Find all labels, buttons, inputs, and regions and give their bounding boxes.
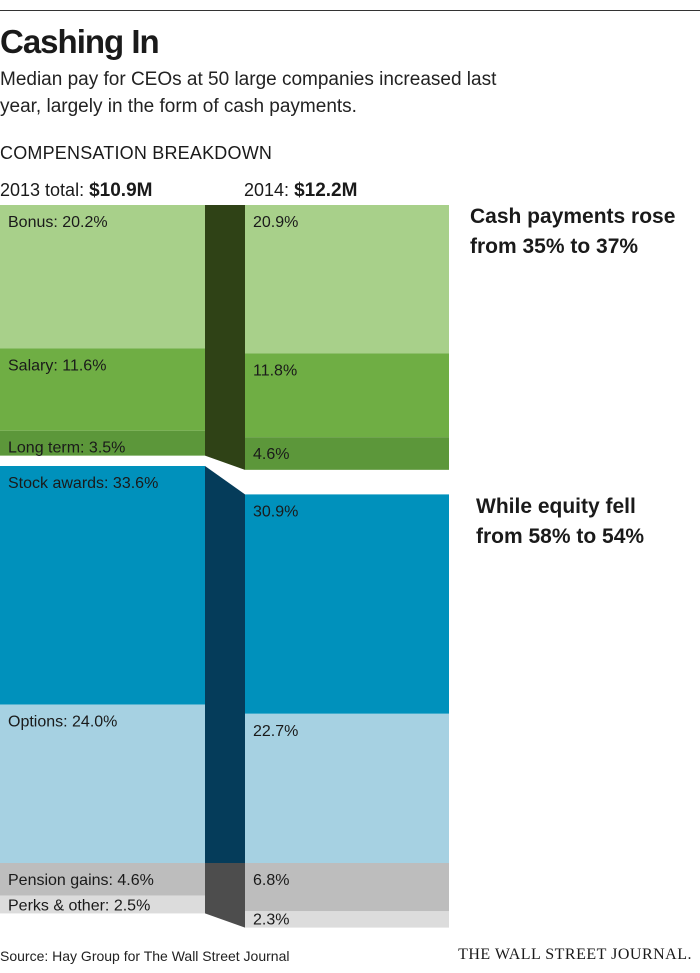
bar-2013-stock-awards <box>0 466 205 705</box>
cash-annotation-line-1: Cash payments rose <box>470 205 676 228</box>
wsj-masthead: THE WALL STREET JOURNAL. <box>458 946 692 963</box>
connector-band-other <box>205 863 245 928</box>
column-2013-prefix: 2013 total: <box>0 180 85 200</box>
connector-band-equity <box>205 466 245 875</box>
column-2014-total: $12.2M <box>294 180 358 201</box>
chart-subtitle: Median pay for CEOs at 50 large companie… <box>0 69 497 117</box>
bar-2013-pension-gains <box>0 863 205 896</box>
chart-title: Cashing In <box>0 23 160 60</box>
column-header-2013: 2013 total: $10.9M <box>0 178 152 203</box>
top-rule <box>0 10 700 11</box>
bar-2013-options <box>0 704 205 875</box>
bar-2014-stock-awards <box>245 494 449 714</box>
source-note: Source: Hay Group for The Wall Street Jo… <box>0 948 290 964</box>
bar-2014-bonus <box>245 205 449 354</box>
connector-band-cash <box>205 205 245 470</box>
cash-annotation-line-2: from 35% to 37% <box>470 235 639 258</box>
label-2013-long-term: Long term: 3.5% <box>8 440 125 457</box>
label-2014-long-term: 4.6% <box>253 446 289 463</box>
bar-2014-perks-other <box>245 911 449 928</box>
column-header-2014: 2014: $12.2M <box>244 178 357 203</box>
equity-annotation: While equity fell from 58% to 54% <box>476 492 644 552</box>
label-2014-salary: 11.8% <box>253 362 297 379</box>
label-2014-perks-other: 2.3% <box>253 912 289 929</box>
bar-2014-salary <box>245 353 449 438</box>
bar-2013-perks-other <box>0 895 205 914</box>
label-2013-stock-awards: Stock awards: 33.6% <box>8 475 158 492</box>
column-2014-prefix: 2014: <box>244 180 290 200</box>
label-2014-pension-gains: 6.8% <box>253 872 289 889</box>
equity-annotation-line-2: from 58% to 54% <box>476 525 645 548</box>
bar-2013-bonus <box>0 205 205 349</box>
label-2014-stock-awards: 30.9% <box>253 503 298 520</box>
bar-2014-pension-gains <box>245 863 449 912</box>
section-label: COMPENSATION BREAKDOWN <box>0 143 273 163</box>
label-2013-perks-other: Perks & other: 2.5% <box>8 897 150 914</box>
label-2013-bonus: Bonus: 20.2% <box>8 214 108 231</box>
label-2014-options: 22.7% <box>253 723 298 740</box>
bar-2013-long-term <box>0 430 205 456</box>
equity-annotation-line-1: While equity fell <box>476 495 636 518</box>
bar-2014-options <box>245 713 449 875</box>
label-2013-pension-gains: Pension gains: 4.6% <box>8 872 154 889</box>
column-2013-total: $10.9M <box>89 180 153 201</box>
bar-2014-long-term <box>245 437 449 470</box>
label-2013-salary: Salary: 11.6% <box>8 357 106 374</box>
label-2014-bonus: 20.9% <box>253 214 298 231</box>
label-2013-options: Options: 24.0% <box>8 714 117 731</box>
bar-2013-salary <box>0 348 205 431</box>
cash-annotation: Cash payments rose from 35% to 37% <box>470 202 675 262</box>
